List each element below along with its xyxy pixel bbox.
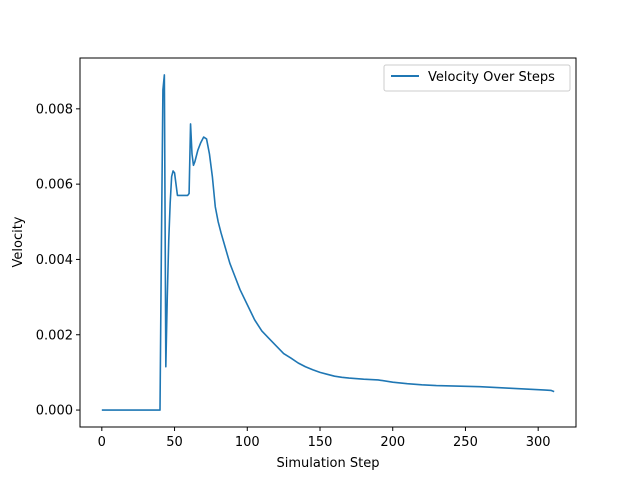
legend-box <box>383 64 571 92</box>
y-axis-label: Velocity <box>11 216 26 267</box>
x-tick-label: 50 <box>166 435 183 450</box>
legend-label: Velocity Over Steps <box>428 70 555 85</box>
plot-frame <box>79 57 577 428</box>
x-tick-label: 250 <box>453 435 478 450</box>
x-tick-label: 200 <box>380 435 405 450</box>
series-layer <box>101 74 555 411</box>
series-line-velocity <box>101 74 555 411</box>
y-tick-label: 0.008 <box>36 102 73 117</box>
y-tick-label: 0.000 <box>36 404 73 419</box>
y-tick-label: 0.004 <box>36 253 73 268</box>
y-axis-ticks: 0.000 0.002 0.004 0.006 0.008 <box>36 102 80 419</box>
x-tick-label: 150 <box>308 435 333 450</box>
x-tick-label: 100 <box>235 435 260 450</box>
y-tick-label: 0.006 <box>36 178 73 193</box>
x-tick-label: 0 <box>98 435 106 450</box>
x-tick-label: 300 <box>526 435 551 450</box>
x-axis-label: Simulation Step <box>277 456 380 471</box>
legend: Velocity Over Steps <box>383 64 571 92</box>
x-axis-ticks: 0 50 100 150 200 250 300 <box>98 427 551 450</box>
y-tick-label: 0.002 <box>36 328 73 343</box>
